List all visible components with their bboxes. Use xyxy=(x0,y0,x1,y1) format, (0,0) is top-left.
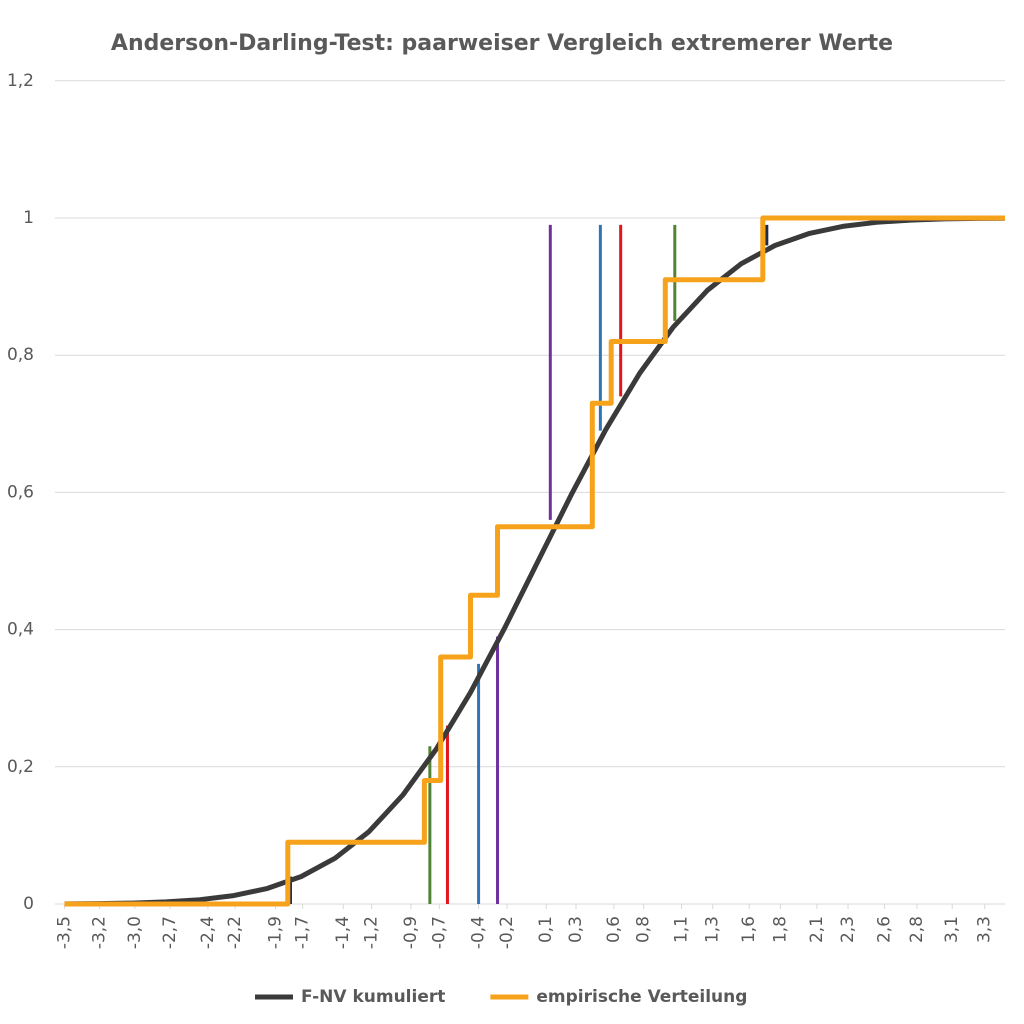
x-tick-label: -3,0 xyxy=(125,916,145,949)
x-tick-label: 1,1 xyxy=(672,916,692,943)
x-tick-label: -0,9 xyxy=(401,916,421,949)
x-tick-label: -0,2 xyxy=(497,916,517,949)
chart-title: Anderson-Darling-Test: paarweiser Vergle… xyxy=(111,31,893,56)
x-tick-label: -0,4 xyxy=(469,916,489,949)
x-tick-label: 2,3 xyxy=(838,916,858,943)
x-tick-label: 0,3 xyxy=(566,916,586,943)
x-tick-label: -1,4 xyxy=(333,916,353,949)
x-tick-label: 2,6 xyxy=(875,916,895,943)
x-tick-label: 2,1 xyxy=(807,916,827,943)
x-tick-label: 1,6 xyxy=(739,916,759,943)
y-tick-label: 0 xyxy=(23,894,34,914)
x-tick-label: -0,7 xyxy=(429,916,449,949)
x-tick-label: 1,8 xyxy=(770,916,790,943)
y-tick-label: 1,2 xyxy=(7,71,34,91)
x-tick-label: -1,7 xyxy=(293,916,313,949)
x-tick-label: -2,4 xyxy=(198,916,218,949)
x-tick-label: -2,7 xyxy=(160,916,180,949)
x-tick-label: 1,3 xyxy=(703,916,723,943)
series-line xyxy=(64,215,1005,907)
y-tick-label: 0,4 xyxy=(7,620,34,640)
y-tick-label: 0,2 xyxy=(7,757,34,777)
x-tick-label: 0,6 xyxy=(604,916,624,943)
x-tick-label: 0,1 xyxy=(536,916,556,943)
series-line xyxy=(64,215,1006,907)
x-tick-label: -1,2 xyxy=(362,916,382,949)
x-tick-label: 0,8 xyxy=(634,916,654,943)
x-tick-label: 3,3 xyxy=(975,916,995,943)
y-tick-label: 0,6 xyxy=(7,482,34,502)
x-tick-label: -3,2 xyxy=(90,916,110,949)
y-tick-label: 0,8 xyxy=(7,345,34,365)
x-tick-label: 3,1 xyxy=(942,916,962,943)
x-tick-label: -2,2 xyxy=(225,916,245,949)
legend-label: empirische Verteilung xyxy=(536,987,747,1007)
y-tick-label: 1 xyxy=(23,208,34,228)
legend-label: F-NV kumuliert xyxy=(301,987,445,1007)
x-tick-label: -3,5 xyxy=(54,916,74,949)
x-tick-label: 2,8 xyxy=(907,916,927,943)
x-tick-label: -1,9 xyxy=(266,916,286,949)
